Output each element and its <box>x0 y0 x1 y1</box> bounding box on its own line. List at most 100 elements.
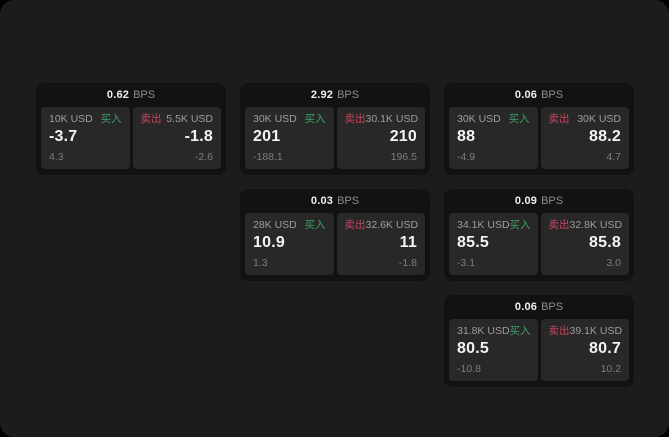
buy-tile[interactable]: 30K USD 买入 88 -4.9 <box>449 107 538 169</box>
buy-delta: -10.8 <box>457 363 481 375</box>
buy-label: 买入 <box>304 219 326 231</box>
card-body: 30K USD 买入 201 -188.1 卖出 30.1K USD 210 1… <box>240 107 430 175</box>
sell-price: -1.8 <box>184 128 213 145</box>
card-header: 0.03 BPS <box>240 189 430 213</box>
sell-tile-top: 卖出 39.1K USD <box>548 325 623 338</box>
sell-price: 88.2 <box>589 128 621 145</box>
buy-tile-top: 34.1K USD 买入 <box>457 219 531 232</box>
card-body: 30K USD 买入 88 -4.9 卖出 30K USD 88.2 4.7 <box>444 107 634 175</box>
card-body: 28K USD 买入 10.9 1.3 卖出 32.6K USD 11 -1.8 <box>240 213 430 281</box>
sell-delta: 196.5 <box>390 151 417 163</box>
sell-size: 30K USD <box>577 113 621 125</box>
sell-tile[interactable]: 卖出 32.6K USD 11 -1.8 <box>336 213 425 275</box>
sell-tile[interactable]: 卖出 30.1K USD 210 196.5 <box>336 107 425 169</box>
buy-price: 88 <box>457 128 476 145</box>
buy-tile[interactable]: 31.8K USD 买入 80.5 -10.8 <box>449 319 538 381</box>
card-body: 31.8K USD 买入 80.5 -10.8 卖出 39.1K USD 80.… <box>444 319 634 387</box>
card-header: 0.09 BPS <box>444 189 634 213</box>
bps-unit: BPS <box>541 301 564 313</box>
buy-delta: 4.3 <box>49 151 64 163</box>
buy-price: 10.9 <box>253 234 285 251</box>
card-body: 34.1K USD 买入 85.5 -3.1 卖出 32.8K USD 85.8… <box>444 213 634 281</box>
sell-price: 210 <box>389 128 417 145</box>
sell-tile[interactable]: 卖出 30K USD 88.2 4.7 <box>540 107 629 169</box>
buy-tile-top: 30K USD 买入 <box>253 113 326 126</box>
buy-size: 34.1K USD <box>457 219 510 231</box>
buy-delta: 1.3 <box>253 257 268 269</box>
sell-tile-top: 卖出 32.8K USD <box>548 219 623 232</box>
bps-value: 0.03 <box>310 195 334 207</box>
sell-tile-top: 卖出 30K USD <box>549 113 622 126</box>
buy-label: 买入 <box>509 325 531 337</box>
sell-price: 11 <box>399 234 417 251</box>
sell-delta: -2.6 <box>194 151 213 163</box>
bps-unit: BPS <box>541 89 564 101</box>
buy-price: -3.7 <box>49 128 78 145</box>
quote-card: 0.06 BPS 31.8K USD 买入 80.5 -10.8 卖出 39.1… <box>444 295 634 387</box>
sell-tile-top: 卖出 32.6K USD <box>344 219 419 232</box>
sell-tile[interactable]: 卖出 5.5K USD -1.8 -2.6 <box>132 107 221 169</box>
buy-size: 30K USD <box>457 113 501 125</box>
sell-label: 卖出 <box>140 113 162 125</box>
sell-delta: 4.7 <box>606 151 621 163</box>
buy-label: 买入 <box>100 113 122 125</box>
sell-tile-top: 卖出 30.1K USD <box>344 113 419 126</box>
buy-size: 28K USD <box>253 219 297 231</box>
buy-delta: -188.1 <box>253 151 283 163</box>
buy-price: 80.5 <box>457 340 489 357</box>
bps-unit: BPS <box>541 195 564 207</box>
quote-card: 0.09 BPS 34.1K USD 买入 85.5 -3.1 卖出 32.8K… <box>444 189 634 281</box>
bps-unit: BPS <box>337 195 360 207</box>
quote-card: 0.62 BPS 10K USD 买入 -3.7 4.3 卖出 5.5K USD <box>36 83 226 175</box>
sell-label: 卖出 <box>548 325 570 337</box>
sell-delta: -1.8 <box>398 257 417 269</box>
bps-value: 0.06 <box>514 301 538 313</box>
sell-tile[interactable]: 卖出 39.1K USD 80.7 10.2 <box>540 319 629 381</box>
card-header: 0.62 BPS <box>36 83 226 107</box>
bps-unit: BPS <box>337 89 360 101</box>
buy-tile[interactable]: 28K USD 买入 10.9 1.3 <box>245 213 334 275</box>
buy-tile[interactable]: 10K USD 买入 -3.7 4.3 <box>41 107 130 169</box>
buy-tile-top: 28K USD 买入 <box>253 219 326 232</box>
bps-value: 2.92 <box>310 89 334 101</box>
sell-label: 卖出 <box>548 113 570 125</box>
sell-tile[interactable]: 卖出 32.8K USD 85.8 3.0 <box>540 213 629 275</box>
buy-label: 买入 <box>304 113 326 125</box>
sell-size: 32.8K USD <box>569 219 623 231</box>
sell-label: 卖出 <box>344 113 366 125</box>
buy-tile-top: 30K USD 买入 <box>457 113 530 126</box>
buy-price: 85.5 <box>457 234 489 251</box>
quote-card: 0.03 BPS 28K USD 买入 10.9 1.3 卖出 32.6K US… <box>240 189 430 281</box>
bps-value: 0.62 <box>106 89 130 101</box>
sell-delta: 3.0 <box>606 257 621 269</box>
card-header: 0.06 BPS <box>444 295 634 319</box>
buy-tile-top: 10K USD 买入 <box>49 113 122 126</box>
sell-size: 30.1K USD <box>365 113 419 125</box>
buy-label: 买入 <box>508 113 530 125</box>
bps-value: 0.09 <box>514 195 538 207</box>
sell-label: 卖出 <box>548 219 570 231</box>
sell-price: 85.8 <box>589 234 621 251</box>
bps-value: 0.06 <box>514 89 538 101</box>
bps-unit: BPS <box>133 89 156 101</box>
sell-size: 5.5K USD <box>166 113 213 125</box>
buy-size: 31.8K USD <box>457 325 510 337</box>
quote-grid: 0.62 BPS 10K USD 买入 -3.7 4.3 卖出 5.5K USD <box>36 83 634 387</box>
buy-tile-top: 31.8K USD 买入 <box>457 325 531 338</box>
buy-price: 201 <box>253 128 281 145</box>
sell-size: 32.6K USD <box>365 219 419 231</box>
buy-label: 买入 <box>509 219 531 231</box>
sell-tile-top: 卖出 5.5K USD <box>141 113 214 126</box>
sell-label: 卖出 <box>344 219 366 231</box>
buy-delta: -4.9 <box>457 151 476 163</box>
buy-delta: -3.1 <box>457 257 476 269</box>
buy-tile[interactable]: 34.1K USD 买入 85.5 -3.1 <box>449 213 538 275</box>
sell-delta: 10.2 <box>600 363 621 375</box>
quote-card: 0.06 BPS 30K USD 买入 88 -4.9 卖出 30K USD <box>444 83 634 175</box>
card-header: 2.92 BPS <box>240 83 430 107</box>
quote-card: 2.92 BPS 30K USD 买入 201 -188.1 卖出 30.1K … <box>240 83 430 175</box>
sell-price: 80.7 <box>589 340 621 357</box>
card-header: 0.06 BPS <box>444 83 634 107</box>
buy-tile[interactable]: 30K USD 买入 201 -188.1 <box>245 107 334 169</box>
